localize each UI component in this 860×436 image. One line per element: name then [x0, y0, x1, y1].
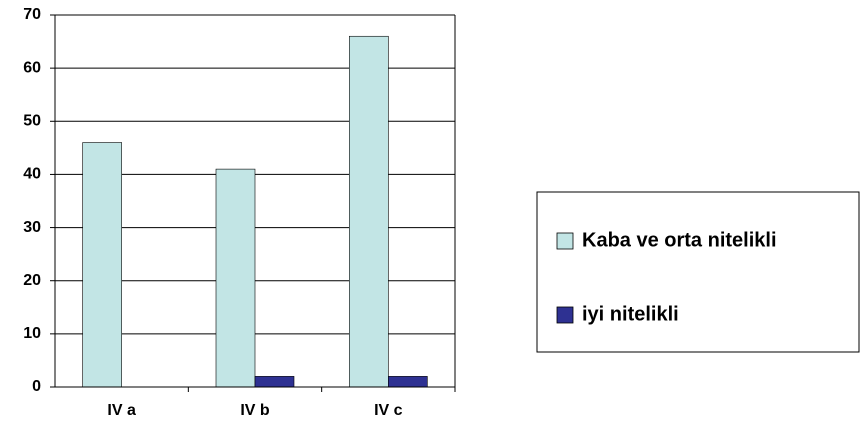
bar [349, 35, 389, 388]
legend-box [536, 191, 860, 353]
bar [82, 142, 122, 388]
legend-label: iyi nitelikli [582, 303, 679, 325]
y-tick-label: 0 [32, 378, 41, 395]
y-tick-label: 40 [23, 166, 41, 183]
x-tick-label: IV b [240, 402, 270, 419]
y-tick-label: 50 [23, 113, 41, 130]
x-tick-label: IV c [374, 402, 403, 419]
y-tick-label: 60 [23, 59, 41, 76]
bar [215, 168, 256, 388]
y-tick-label: 20 [23, 272, 41, 289]
legend-swatch [556, 306, 574, 324]
legend-swatch [556, 232, 574, 250]
x-tick-label: IV a [107, 402, 136, 419]
bar [254, 376, 295, 388]
y-tick-label: 30 [23, 219, 41, 236]
bar [388, 376, 428, 388]
y-tick-label: 10 [23, 325, 41, 342]
y-tick-label: 70 [23, 6, 41, 23]
legend-label: Kaba ve orta nitelikli [582, 229, 777, 251]
